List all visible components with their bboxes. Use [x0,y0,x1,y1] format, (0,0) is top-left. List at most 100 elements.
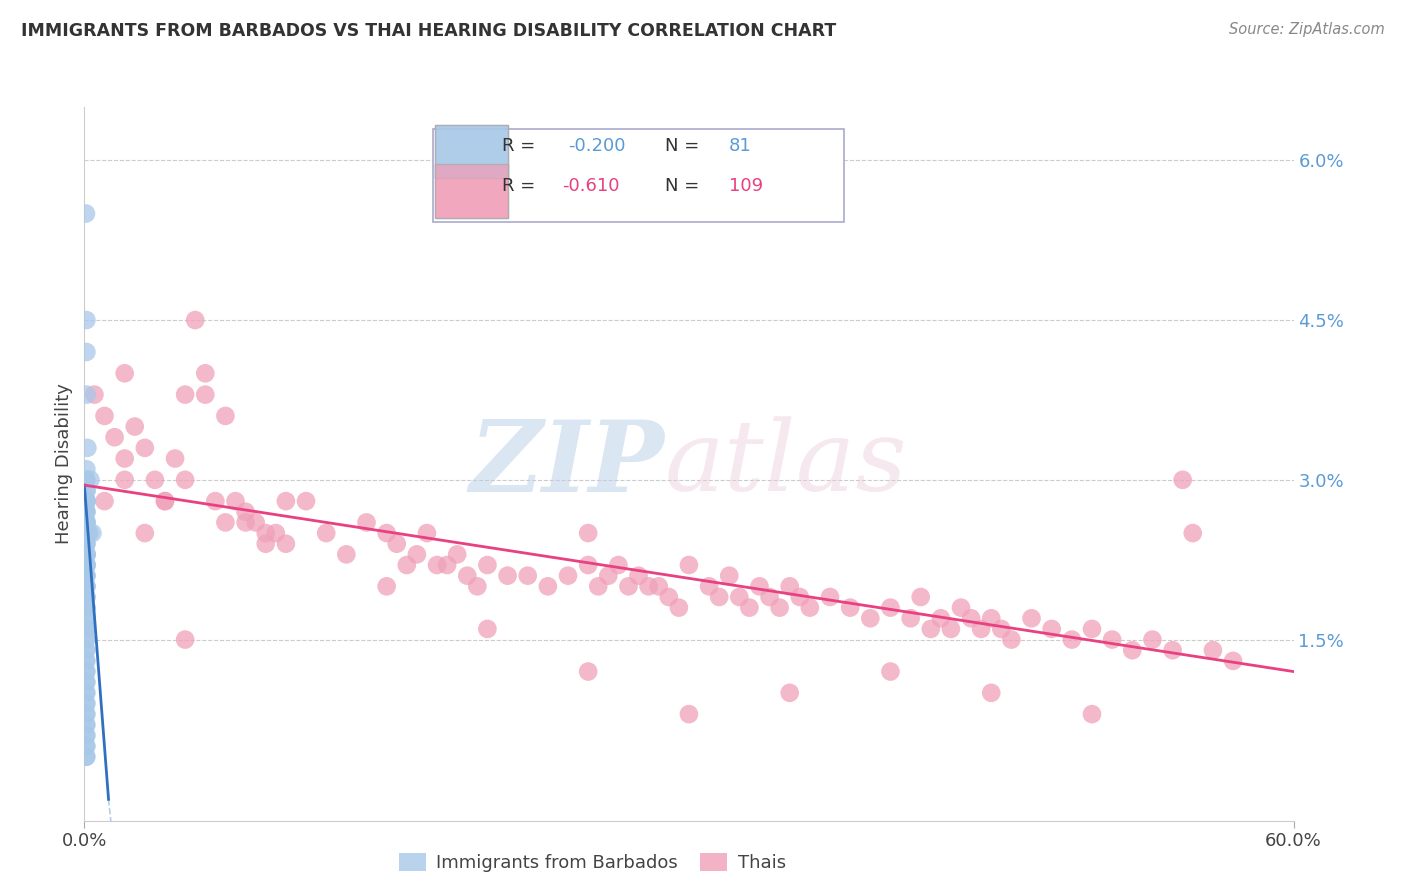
Point [174,632,197,647]
Point [93,409,115,423]
Point [678,707,700,722]
Point [75,462,97,476]
Point [990,622,1012,636]
Point [588,579,610,593]
Point [315,526,337,541]
Point [264,526,287,541]
Point [576,526,599,541]
Point [75,590,97,604]
Point [153,494,176,508]
Point [134,526,156,541]
Text: R =: R = [502,137,540,155]
Point [75,665,97,679]
Point [75,675,97,690]
Point [75,345,97,359]
Point [769,600,792,615]
Point [75,526,97,541]
Point [82,526,104,541]
Point [153,494,176,508]
Point [143,473,166,487]
Point [1081,707,1104,722]
Point [1040,622,1063,636]
Point [779,686,801,700]
Point [114,473,136,487]
Point [1101,632,1123,647]
Point [75,494,97,508]
Point [859,611,882,625]
Point [1161,643,1184,657]
Point [204,494,226,508]
Point [939,622,962,636]
Point [75,590,97,604]
Point [75,632,97,647]
Point [75,526,97,541]
Point [194,387,217,401]
Point [104,430,127,444]
Point [406,547,429,561]
Point [467,579,489,593]
Point [929,611,952,625]
Point [75,707,97,722]
Y-axis label: Hearing Disability: Hearing Disability [55,384,73,544]
Point [75,697,97,711]
Point [75,590,97,604]
Point [758,590,780,604]
Point [76,483,98,498]
Point [709,590,731,604]
Point [75,643,97,657]
Point [75,579,97,593]
Point [75,526,97,541]
Point [75,600,97,615]
Point [335,547,357,561]
Point [245,516,267,530]
Point [75,558,97,572]
Point [75,579,97,593]
Point [426,558,449,572]
Point [627,568,650,582]
Point [75,622,97,636]
Point [75,516,97,530]
Point [75,505,97,519]
Point [75,579,97,593]
Point [1171,473,1194,487]
Point [1142,632,1164,647]
Legend: Immigrants from Barbados, Thais: Immigrants from Barbados, Thais [391,847,793,880]
Point [576,558,599,572]
Point [75,568,97,582]
Point [617,579,640,593]
Point [75,622,97,636]
Point [75,686,97,700]
Point [75,473,97,487]
Text: atlas: atlas [665,417,907,511]
Point [75,749,97,764]
Point [254,526,277,541]
Point [75,632,97,647]
Point [134,441,156,455]
Point [658,590,681,604]
Point [456,568,478,582]
Point [75,579,97,593]
Point [1222,654,1244,668]
Point [274,494,297,508]
Point [879,665,901,679]
Point [477,622,499,636]
Point [789,590,811,604]
Text: -0.200: -0.200 [568,137,626,155]
Point [76,526,98,541]
Point [75,611,97,625]
Point [75,654,97,668]
Point [75,643,97,657]
Point [235,516,257,530]
Point [1000,632,1022,647]
Point [920,622,942,636]
Point [124,419,146,434]
Point [75,739,97,753]
Point [678,558,700,572]
Point [75,505,97,519]
Point [214,409,236,423]
Point [214,516,236,530]
Point [598,568,620,582]
Point [477,558,499,572]
Point [970,622,993,636]
Point [1202,643,1225,657]
